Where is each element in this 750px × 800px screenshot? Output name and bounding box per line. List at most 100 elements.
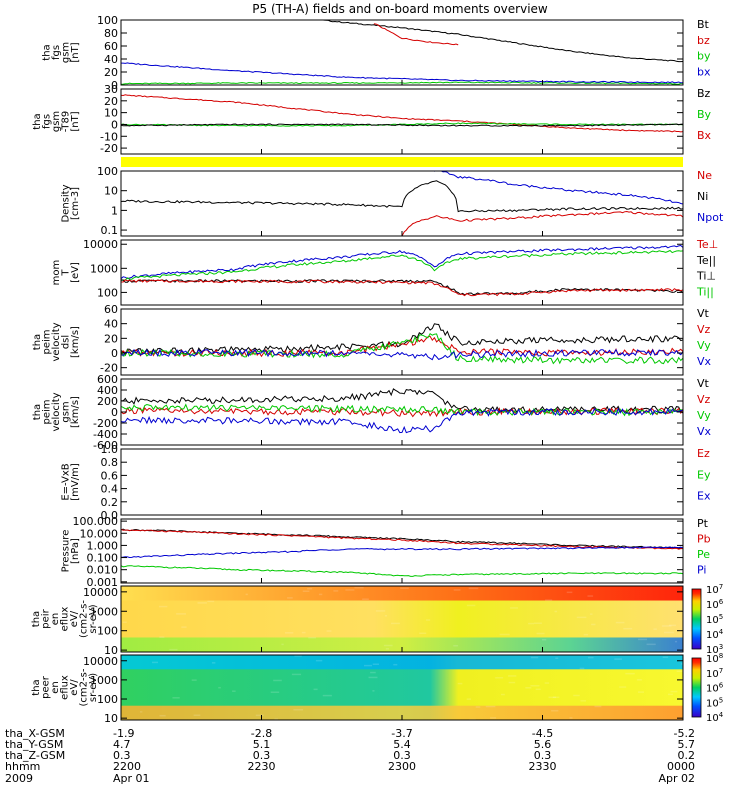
spectrogram-texture	[662, 656, 669, 659]
spectrogram-texture	[591, 623, 596, 626]
legend: Pt Pb Pe Pi	[697, 517, 711, 577]
spectrogram-texture	[623, 627, 633, 630]
spectrogram-texture	[294, 655, 302, 657]
spectrogram-texture	[580, 700, 587, 702]
panel-frame	[120, 518, 684, 584]
series-line-te-	[121, 279, 683, 297]
spectrogram-texture	[313, 688, 318, 691]
y-tick-label: 30	[104, 83, 118, 96]
series-line-vx	[121, 407, 683, 434]
y-tick-label: 0.001	[87, 576, 119, 589]
y-tick-label: 10	[104, 712, 118, 725]
panel-frame	[120, 448, 684, 516]
y-tick-label: 100	[97, 693, 118, 706]
y-axis-label-line: dsl	[61, 335, 72, 349]
y-axis-label: Pressure[nPa]	[61, 530, 82, 573]
y-tick-label: 200	[97, 395, 118, 408]
spectrogram-texture	[308, 637, 316, 639]
legend: Ez Ey Ex	[697, 447, 711, 503]
y-axis-label-line: peer	[41, 675, 52, 699]
spectrogram-texture	[191, 679, 197, 681]
y-tick-label: 1000	[90, 605, 118, 618]
spectrogram-texture	[172, 697, 180, 699]
y-axis-label-line: [nT]	[70, 42, 81, 62]
spectrogram-texture	[555, 657, 559, 659]
spectrogram-texture	[475, 706, 481, 708]
spectrogram-texture	[667, 693, 673, 696]
spectrogram-texture	[500, 693, 505, 696]
colorbar-tick-label: 107	[706, 667, 723, 680]
y-tick-label: 80	[104, 27, 118, 40]
spectrogram-texture	[232, 690, 236, 692]
spectrogram-texture	[680, 663, 683, 665]
panel-frame	[120, 88, 684, 155]
spectrogram-texture	[419, 632, 427, 635]
y-axis-label-line: (cm2-s-	[79, 668, 90, 706]
y-tick-label: 600	[97, 373, 118, 386]
spectrogram-texture	[530, 656, 539, 659]
spectrogram-texture	[255, 714, 264, 717]
x-annotation-value: 0.3	[534, 749, 552, 762]
series-line-bx	[121, 94, 683, 133]
y-axis-label-line: sr-eV)	[88, 604, 99, 633]
y-axis-label: Density[cm-3]	[61, 184, 82, 222]
spectrogram-texture	[169, 648, 178, 651]
y-axis-label-line: tha	[31, 679, 42, 695]
x-annotation-value: 2330	[529, 760, 557, 773]
x-annotation-value: -3.7	[391, 727, 412, 740]
legend-entry: Vt	[697, 307, 710, 320]
spectrogram-texture	[122, 621, 127, 624]
spectrogram-texture	[218, 686, 221, 689]
y-tick-label: 1000	[90, 262, 118, 275]
spectrogram-texture	[326, 630, 332, 632]
colorbar-tick-label: 106	[706, 682, 724, 695]
colorbar-tick-label: 108	[706, 652, 723, 665]
legend-entry: Vx	[697, 425, 712, 438]
y-axis-label-line: gsm	[61, 401, 72, 422]
legend-entry: Pi	[697, 564, 706, 577]
series-line-pe	[121, 565, 683, 577]
y-tick-label: 100.000	[73, 515, 119, 528]
series-line-bx	[121, 62, 683, 84]
y-tick-label: 0.1	[101, 224, 119, 237]
y-tick-label: -200	[93, 417, 118, 430]
spectrogram-texture	[530, 685, 540, 687]
series-line-te-	[121, 279, 683, 296]
spectrogram-texture	[270, 691, 280, 693]
legend-entry: Ne	[697, 169, 712, 182]
y-tick-label: 0	[111, 406, 118, 419]
legend: Vt Vz Vy Vx	[697, 377, 712, 438]
legend-entry: Ni	[697, 190, 708, 203]
spectrogram-texture	[614, 658, 622, 660]
y-tick-label: 0.010	[87, 564, 119, 577]
spectrogram-texture	[301, 631, 306, 634]
y-tick-label: -10	[100, 130, 118, 143]
legend: Bz By Bx	[697, 87, 712, 142]
spectrogram-texture	[362, 598, 369, 600]
spectrogram-texture	[345, 589, 355, 591]
y-axis-label-line: peir	[41, 608, 52, 628]
spectrogram-texture	[625, 672, 635, 675]
spectrogram-texture	[670, 690, 678, 693]
y-tick-label: 10	[104, 107, 118, 120]
series-line-ti-	[121, 244, 683, 280]
y-tick-label: 0.100	[87, 552, 119, 565]
spectrogram-texture	[573, 694, 580, 697]
legend-entry: Pt	[697, 517, 709, 530]
spectrogram-texture	[197, 602, 207, 604]
y-tick-label: 60	[104, 40, 118, 53]
spectrogram-texture	[193, 714, 201, 716]
y-tick-label: 0	[111, 79, 118, 92]
spectrogram-texture	[158, 605, 168, 608]
spectrogram-texture	[668, 624, 676, 627]
spectrogram-texture	[579, 667, 585, 670]
spectrogram-texture	[307, 587, 313, 590]
y-axis-label-line: T	[61, 269, 72, 277]
spectrogram-texture	[284, 632, 294, 634]
